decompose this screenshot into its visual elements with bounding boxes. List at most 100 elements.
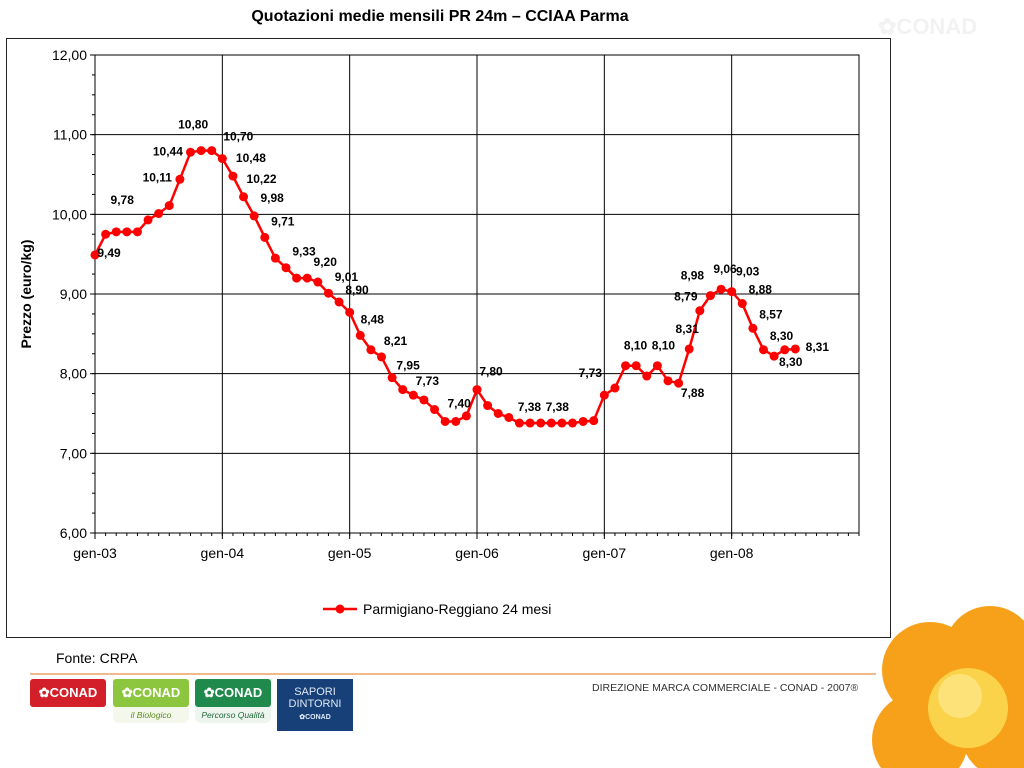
x-tick-label: gen-04 bbox=[201, 545, 245, 561]
data-point bbox=[589, 416, 599, 426]
data-label: 8,88 bbox=[749, 283, 773, 297]
data-point bbox=[355, 330, 365, 340]
data-point bbox=[281, 263, 291, 273]
data-point bbox=[398, 385, 408, 395]
y-axis-label: Prezzo (euro/kg) bbox=[18, 240, 34, 349]
footer-divider bbox=[30, 673, 876, 675]
data-point bbox=[143, 215, 153, 225]
data-point bbox=[260, 232, 270, 242]
x-tick-label: gen-07 bbox=[583, 545, 627, 561]
data-point bbox=[164, 201, 174, 211]
data-point bbox=[270, 253, 280, 263]
data-label: 8,57 bbox=[759, 307, 783, 321]
data-label: 7,88 bbox=[681, 386, 705, 400]
data-point bbox=[790, 344, 800, 354]
data-point bbox=[292, 273, 302, 283]
data-point bbox=[90, 250, 100, 260]
data-point bbox=[631, 361, 641, 371]
chart-frame: 6,00 7,00 8,00 9,00 10,00 11,00 12,00 gen-03 gen… bbox=[6, 38, 891, 638]
data-label: 8,48 bbox=[361, 312, 385, 326]
data-point bbox=[674, 378, 684, 388]
y-tick-label: 6,00 bbox=[60, 525, 87, 541]
data-label: 9,01 bbox=[335, 270, 359, 284]
data-label: 10,48 bbox=[236, 151, 266, 165]
data-point bbox=[249, 211, 259, 221]
data-point bbox=[716, 284, 726, 294]
data-label: 9,03 bbox=[736, 265, 760, 279]
data-label: 10,70 bbox=[223, 130, 253, 144]
data-point bbox=[419, 395, 429, 405]
data-point bbox=[154, 209, 164, 219]
data-point bbox=[377, 352, 386, 362]
data-point bbox=[323, 288, 333, 298]
data-point bbox=[705, 291, 715, 301]
data-label: 9,20 bbox=[314, 255, 338, 269]
data-point bbox=[334, 297, 344, 307]
data-label: 9,49 bbox=[97, 246, 121, 260]
data-point bbox=[451, 416, 461, 426]
data-label: 7,95 bbox=[396, 359, 420, 373]
data-point bbox=[546, 418, 556, 428]
data-point bbox=[239, 192, 249, 202]
x-tick-label: gen-05 bbox=[328, 545, 372, 561]
data-point bbox=[196, 146, 206, 156]
data-label: 7,73 bbox=[579, 366, 603, 380]
data-label: 9,98 bbox=[260, 191, 284, 205]
data-point bbox=[780, 345, 790, 355]
data-label: 9,06 bbox=[713, 262, 737, 276]
data-label: 9,33 bbox=[292, 245, 316, 259]
data-point bbox=[769, 351, 779, 361]
data-label: 8,31 bbox=[676, 322, 700, 336]
data-label: 7,38 bbox=[518, 400, 542, 414]
sapori-dintorni-logo: SAPORI DINTORNI ✿CONAD bbox=[277, 679, 353, 731]
conad-biologico-sub: il Biologico bbox=[113, 707, 189, 723]
conad-logo-label: ✿CONAD bbox=[38, 685, 98, 700]
slide-title: Quotazioni medie mensili PR 24m – CCIAA … bbox=[251, 8, 629, 25]
y-tick-label: 11,00 bbox=[53, 127, 87, 143]
y-tick-label: 9,00 bbox=[60, 286, 87, 302]
x-tick-label: gen-06 bbox=[455, 545, 499, 561]
data-point bbox=[663, 376, 673, 386]
data-point bbox=[525, 418, 535, 428]
data-point bbox=[132, 227, 142, 237]
price-line-chart: 6,00 7,00 8,00 9,00 10,00 11,00 12,00 gen-03 gen… bbox=[18, 47, 860, 617]
sapori-line1: SAPORI bbox=[294, 686, 336, 698]
data-label: 9,78 bbox=[111, 193, 135, 207]
decorative-flower-icon bbox=[872, 606, 1024, 768]
data-label: 7,73 bbox=[416, 374, 440, 388]
conad-logo: ✿CONAD bbox=[30, 679, 106, 707]
data-point bbox=[536, 418, 546, 428]
source-note: Fonte: CRPA bbox=[56, 650, 138, 666]
data-label: 10,80 bbox=[178, 118, 208, 132]
data-label: 7,80 bbox=[479, 365, 503, 379]
data-point bbox=[387, 373, 397, 383]
data-point bbox=[568, 418, 577, 428]
data-point bbox=[228, 171, 238, 181]
x-tick-label: gen-03 bbox=[73, 545, 117, 561]
legend-marker bbox=[335, 604, 345, 614]
sapori-line2: DINTORNI bbox=[288, 698, 342, 710]
y-tick-label: 7,00 bbox=[60, 445, 87, 461]
data-point bbox=[408, 390, 418, 400]
data-point bbox=[111, 227, 121, 237]
data-point bbox=[642, 371, 652, 381]
data-point bbox=[759, 345, 768, 355]
data-point bbox=[514, 418, 524, 428]
data-label: 8,31 bbox=[806, 340, 830, 354]
data-label: 10,22 bbox=[247, 172, 277, 186]
data-point bbox=[461, 411, 471, 421]
data-point bbox=[652, 361, 662, 371]
data-point bbox=[430, 405, 440, 415]
data-label: 8,10 bbox=[624, 339, 648, 353]
data-point bbox=[748, 323, 758, 333]
conad-percorso-qualita-sub: Percorso Qualità bbox=[195, 707, 271, 723]
data-point bbox=[737, 299, 747, 309]
data-label: 8,30 bbox=[779, 355, 803, 369]
conad-percorso-qualita-logo: ✿CONAD bbox=[195, 679, 271, 707]
data-point bbox=[483, 401, 493, 411]
data-point bbox=[207, 146, 217, 156]
data-label: 8,21 bbox=[384, 334, 408, 348]
data-point bbox=[493, 409, 503, 418]
data-point bbox=[345, 307, 355, 317]
top-logo-background bbox=[900, 0, 1024, 68]
